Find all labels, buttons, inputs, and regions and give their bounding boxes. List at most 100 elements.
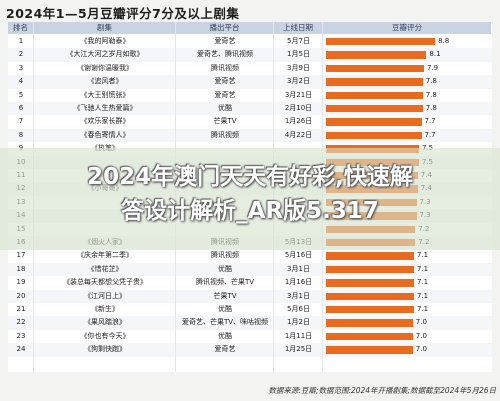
rank-cell: 24 xyxy=(16,345,26,354)
table-row: 24 《狗剩快跑》 爱奇艺 1月25日 7.0 xyxy=(8,343,492,357)
table-row: 23 《你也有今天》 优酷 1月11日 7.0 xyxy=(8,329,492,344)
platform-cell: 芒果TV xyxy=(213,291,237,300)
date-cell: 1月5日 xyxy=(287,50,310,59)
score-label: 7.1 xyxy=(417,291,429,300)
table-row: 20 《江河日上》 芒果TV 3月1日 7.1 xyxy=(8,289,492,303)
rank-cell: 6 xyxy=(18,104,24,112)
show-name-cell: 《谢谢你温暖我》 xyxy=(77,63,133,72)
score-bar xyxy=(326,78,423,86)
platform-cell: 爱奇艺 xyxy=(214,345,236,354)
score-bar xyxy=(326,105,423,113)
table-row: 5 《大王别慌张》 爱奇艺 3月21日 7.8 xyxy=(8,88,492,102)
date-cell: 4月22日 xyxy=(284,130,313,139)
table-row: 3 《谢谢你温暖我》 腾讯视频 3月9日 7.9 xyxy=(8,61,492,76)
table-row: 21 《新生》 优酷 5月6日 7.1 xyxy=(8,303,492,317)
platform-cell: 腾讯视频 xyxy=(211,130,239,139)
date-cell: 3月2日 xyxy=(287,77,310,86)
platform-cell: 优酷 xyxy=(218,305,232,313)
overlay-title: 2024年澳门天天有好彩,快速解 答设计解析_AR版5.317 xyxy=(0,160,500,228)
date-cell: 5月6日 xyxy=(287,305,310,313)
platform-cell: 爱奇艺、腾讯视频 xyxy=(197,50,253,59)
score-label: 7.8 xyxy=(425,104,437,112)
score-bar xyxy=(326,64,424,73)
show-name-cell: 《大江大河之岁月如歌》 xyxy=(66,50,144,59)
score-label: 7.1 xyxy=(417,264,429,273)
score-label: 7.0 xyxy=(415,331,427,340)
score-label: 7.1 xyxy=(417,251,429,260)
rank-cell: 1 xyxy=(18,37,24,45)
show-name-cell: 《江河日上》 xyxy=(84,291,126,300)
date-cell: 1月26日 xyxy=(284,117,313,126)
platform-cell: 腾讯视频 xyxy=(211,63,239,72)
show-name-cell: 《惜花芷》 xyxy=(87,264,123,273)
score-bar xyxy=(326,292,414,300)
score-label: 7.0 xyxy=(415,345,427,354)
table-row: 7 《欢乐家长群》 芒果TV 1月26日 7.7 xyxy=(8,115,492,129)
table-row: 17 《庆余年第二季》 腾讯视频 5月16日 7.1 xyxy=(8,249,492,263)
source-note: 数据来源:豆瓣;数据范围:2024年开播剧集;数据截至2024年5月26日 xyxy=(268,386,496,395)
rank-cell: 17 xyxy=(16,251,26,260)
score-bar xyxy=(326,265,414,274)
date-cell: 1月11日 xyxy=(284,331,313,340)
platform-cell: 爱奇艺、芒果TV、咪咕视频 xyxy=(181,318,269,327)
watermark-band xyxy=(0,148,500,250)
score-bar xyxy=(326,252,414,260)
show-name-cell: 《欢乐家长群》 xyxy=(80,117,130,126)
score-label: 7.7 xyxy=(424,117,436,126)
score-label: 8.1 xyxy=(429,50,441,59)
date-cell: 5月16日 xyxy=(284,251,313,260)
table-row: 4 《追风者》 爱奇艺 3月2日 7.8 xyxy=(8,75,492,89)
header-platform: 播出平台 xyxy=(176,22,273,34)
show-name-cell: 《你也有今天》 xyxy=(80,331,130,340)
rank-cell: 7 xyxy=(18,117,24,126)
platform-cell: 爱奇艺 xyxy=(214,77,236,86)
platform-cell: 爱奇艺 xyxy=(214,37,236,45)
show-name-cell: 《新生》 xyxy=(91,305,119,313)
platform-cell: 爱奇艺 xyxy=(214,90,236,99)
header-date: 上线日期 xyxy=(274,22,322,34)
score-label: 8.8 xyxy=(438,37,450,45)
platform-cell: 优酷 xyxy=(218,104,232,112)
score-label: 7.7 xyxy=(424,130,436,139)
score-label: 7.8 xyxy=(425,77,437,86)
score-bar xyxy=(326,38,436,46)
score-bar xyxy=(326,306,414,314)
rank-cell: 20 xyxy=(16,291,26,300)
date-cell: 1月2日 xyxy=(287,318,310,327)
rank-cell: 3 xyxy=(18,63,24,72)
score-label: 7.1 xyxy=(417,305,429,313)
table-row: 8 《春色寄情人》 腾讯视频 4月22日 7.7 xyxy=(8,128,492,143)
date-cell: 3月1日 xyxy=(287,291,310,300)
rank-cell: 2 xyxy=(18,50,24,59)
page-title: 2024年1—5月豆瓣评分7分及以上剧集 xyxy=(6,6,240,21)
table-row: 18 《惜花芷》 优酷 3月1日 7.1 xyxy=(8,262,492,277)
date-cell: 2月10日 xyxy=(284,104,313,112)
header-score: 豆瓣评分 xyxy=(323,22,491,34)
score-label: 7.0 xyxy=(415,318,427,327)
date-cell: 3月9日 xyxy=(287,63,310,72)
show-name-cell: 《飞驰人生热爱篇》 xyxy=(73,104,137,112)
show-name-cell: 《我的阿勒泰》 xyxy=(80,37,130,45)
score-bar xyxy=(326,131,422,140)
show-name-cell: 《装总每天都想父凭子贵》 xyxy=(63,278,147,287)
score-bar xyxy=(326,346,413,354)
date-cell: 1月25日 xyxy=(284,345,313,354)
platform-cell: 优酷 xyxy=(218,331,232,340)
platform-cell: 芒果TV xyxy=(213,117,237,126)
show-name-cell: 《狗剩快跑》 xyxy=(84,345,126,354)
score-bar xyxy=(326,118,422,126)
overlay-title-line-2: 答设计解析_AR版5.317 xyxy=(121,198,379,224)
platform-cell: 腾讯视频、芒果TV xyxy=(195,278,255,287)
platform-cell: 腾讯视频 xyxy=(211,251,239,260)
table-row: 22 《果风踏浪》 爱奇艺、芒果TV、咪咕视频 1月2日 7.0 xyxy=(8,316,492,330)
score-label: 7.1 xyxy=(417,278,429,287)
score-bar xyxy=(326,319,413,327)
date-cell: 5月7日 xyxy=(287,37,310,45)
rank-cell: 5 xyxy=(18,90,24,99)
header-name: 剧集 xyxy=(34,22,175,34)
rank-cell: 21 xyxy=(16,305,26,313)
rank-cell: 8 xyxy=(18,130,24,139)
rank-cell: 23 xyxy=(16,331,26,340)
show-name-cell: 《春色寄情人》 xyxy=(80,130,130,139)
overlay-title-line-1: 2024年澳门天天有好彩,快速解 xyxy=(87,164,413,190)
